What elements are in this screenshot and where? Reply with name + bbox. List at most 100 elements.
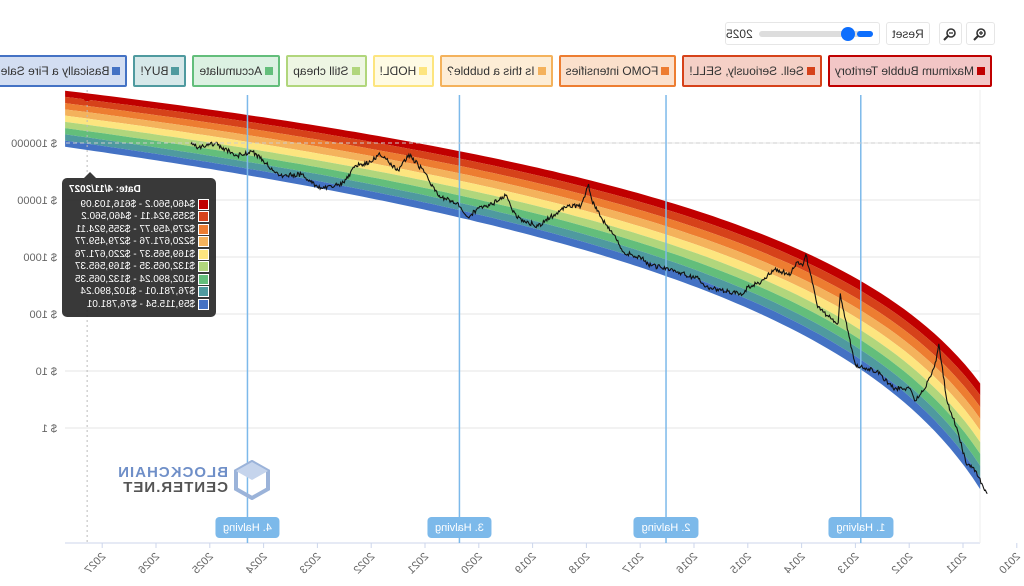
tooltip-range: $102,890.24 - $132,065.35 xyxy=(74,273,195,285)
x-tick-label: 2027 xyxy=(83,551,109,577)
x-tick-label: 2016 xyxy=(674,551,700,577)
tooltip-swatch xyxy=(198,248,209,260)
legend-swatch xyxy=(806,67,815,75)
tooltip-range: $76,781.01 - $102,890.24 xyxy=(80,286,195,298)
tooltip-range: $59,115.54 - $76,781.01 xyxy=(86,298,195,310)
tooltip-range: $132,065.35 - $169,565.37 xyxy=(74,261,195,273)
year-slider-handle[interactable] xyxy=(841,26,855,41)
x-tick-label: 2022 xyxy=(352,551,378,577)
tooltip-row: $132,065.35 - $169,565.37 xyxy=(69,261,209,274)
year-slider-value: 2025 xyxy=(726,26,753,41)
tooltip-row: $169,565.37 - $220,671.76 xyxy=(69,248,209,261)
x-tick-label: 2024 xyxy=(244,551,270,577)
btc-price-line xyxy=(190,141,988,495)
tooltip-swatch xyxy=(198,223,209,235)
x-tick-label: 2010 xyxy=(997,551,1023,577)
cube-logo-icon xyxy=(234,460,270,500)
tooltip-row: $59,115.54 - $76,781.01 xyxy=(69,298,209,311)
tooltip-range: $355,924.11 - $460,560.2 xyxy=(81,211,195,223)
tooltip-range: $279,459.77 - $355,924.11 xyxy=(75,223,195,235)
zoom-in-icon xyxy=(973,27,987,41)
tooltip-row: $355,924.11 - $460,560.2 xyxy=(69,211,209,224)
band-legend: Maximum Bubble Territory Sell. Seriously,… xyxy=(0,55,992,87)
tooltip-range: $220,671.76 - $279,459.77 xyxy=(74,236,195,248)
blockchaincenter-logo: BLOCKCHAIN CENTER.NET xyxy=(117,460,270,500)
tooltip-row: $279,459.77 - $355,924.11 xyxy=(69,223,209,236)
tooltip-swatch xyxy=(198,273,209,285)
legend-item[interactable]: HODL! xyxy=(372,55,435,87)
x-tick-label: 2013 xyxy=(836,551,862,577)
legend-label: Maximum Bubble Territory xyxy=(834,64,974,78)
year-slider[interactable] xyxy=(758,26,873,41)
year-slider-fill xyxy=(857,30,873,37)
halving-label: 3. Halving xyxy=(426,517,492,538)
tooltip-swatch xyxy=(198,298,209,310)
halving-label: 4. Halving xyxy=(215,517,280,538)
logo-line-2: CENTER.NET xyxy=(122,479,228,496)
tooltip-swatch xyxy=(198,198,209,210)
legend-label: Basically a Fire Sale xyxy=(0,64,110,78)
legend-label: BUY! xyxy=(140,64,169,78)
legend-swatch xyxy=(537,67,546,75)
x-tick-label: 2015 xyxy=(728,551,754,577)
logo-line-1: BLOCKCHAIN xyxy=(117,464,228,481)
legend-swatch xyxy=(265,67,274,75)
y-tick-label: $ 100000 xyxy=(11,138,57,150)
tooltip-row: $220,671.76 - $279,459.77 xyxy=(69,236,209,249)
legend-item[interactable]: BUY! xyxy=(133,55,187,87)
tooltip-date: Date: 4/11/2027 xyxy=(69,184,141,195)
x-tick-label: 2021 xyxy=(405,551,431,577)
x-tick-label: 2014 xyxy=(782,551,808,577)
legend-swatch xyxy=(171,67,180,75)
tooltip-range: $460,560.2 - $616,103.09 xyxy=(80,198,195,210)
y-tick-label: $ 1000 xyxy=(23,252,57,264)
y-tick-label: $ 10000 xyxy=(17,195,57,207)
x-tick-label: 2012 xyxy=(890,551,916,577)
x-tick-label: 2017 xyxy=(621,551,647,577)
legend-item[interactable]: FOMO intensifies xyxy=(558,55,677,87)
legend-item[interactable]: Is this a bubble? xyxy=(440,55,553,87)
halving-label: 1. Halving xyxy=(828,517,894,538)
legend-swatch xyxy=(419,67,428,75)
x-tick-label: 2025 xyxy=(190,551,216,577)
y-tick-label: $ 1 xyxy=(42,423,57,435)
x-tick-label: 2018 xyxy=(567,551,593,577)
halving-label: 2. Halving xyxy=(633,517,699,538)
year-slider-box: 2025 xyxy=(725,22,880,45)
tooltip-swatch xyxy=(198,236,209,248)
legend-swatch xyxy=(112,67,121,75)
hover-marker xyxy=(83,93,92,102)
legend-item[interactable]: Basically a Fire Sale xyxy=(0,55,128,87)
legend-label: Sell. Seriously, SELL! xyxy=(689,64,804,78)
x-tick-label: 2023 xyxy=(298,551,324,577)
reset-button[interactable]: Reset xyxy=(886,22,930,45)
zoom-out-button[interactable] xyxy=(939,22,962,45)
x-tick-label: 2019 xyxy=(513,551,539,577)
legend-label: Still cheap xyxy=(293,64,349,78)
tooltip-range: $169,565.37 - $220,671.76 xyxy=(74,248,195,260)
tooltip-swatch xyxy=(198,261,209,273)
zoom-out-icon xyxy=(943,27,957,41)
zoom-in-button[interactable] xyxy=(966,22,995,45)
legend-item[interactable]: Accumulate xyxy=(192,55,281,87)
legend-label: FOMO intensifies xyxy=(565,64,659,78)
tooltip-row: $460,560.2 - $616,103.09 xyxy=(69,198,209,211)
legend-item[interactable]: Still cheap xyxy=(286,55,367,87)
tooltip: Date: 4/11/2027 $460,560.2 - $616,103.09… xyxy=(62,172,216,317)
legend-item[interactable]: Maximum Bubble Territory xyxy=(827,55,992,87)
legend-item[interactable]: Sell. Seriously, SELL! xyxy=(682,55,822,87)
legend-swatch xyxy=(351,67,360,75)
legend-swatch xyxy=(977,67,985,75)
legend-label: Is this a bubble? xyxy=(447,64,535,78)
x-tick-label: 2026 xyxy=(136,551,162,577)
x-tick-label: 2011 xyxy=(944,551,969,576)
tooltip-swatch xyxy=(198,211,209,223)
y-tick-label: $ 10 xyxy=(36,366,57,378)
tooltip-swatch xyxy=(198,286,209,298)
y-tick-label: $ 100 xyxy=(29,309,57,321)
x-tick-label: 2020 xyxy=(459,551,485,577)
tooltip-row: $102,890.24 - $132,065.35 xyxy=(69,273,209,286)
legend-label: HODL! xyxy=(379,64,417,78)
legend-label: Accumulate xyxy=(199,64,263,78)
